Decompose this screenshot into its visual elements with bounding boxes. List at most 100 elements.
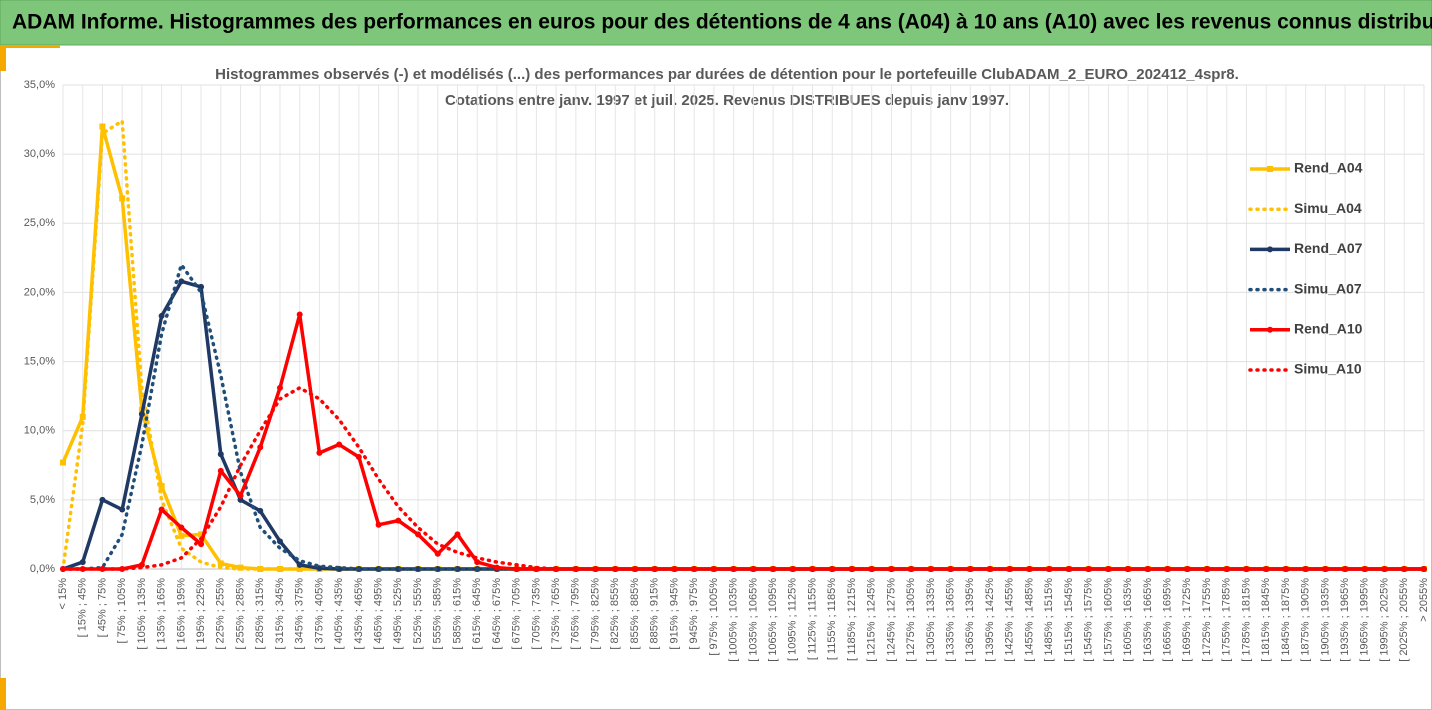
marker bbox=[296, 561, 303, 568]
y-tick-label: 10,0% bbox=[24, 425, 55, 437]
marker bbox=[217, 451, 224, 458]
marker bbox=[296, 566, 303, 572]
x-tick-label: [ 1845% ; 1875% bbox=[1280, 578, 1292, 662]
legend-label: Rend_A10 bbox=[1294, 321, 1363, 337]
x-tick-label: [ 1485% ; 1515% bbox=[1043, 578, 1055, 662]
x-tick-label: [ 705% ; 735% bbox=[530, 578, 542, 650]
marker bbox=[178, 278, 185, 285]
chart-title: Histogrammes observés (-) et modélisés (… bbox=[215, 66, 1239, 83]
x-tick-label: [ 1515% ; 1545% bbox=[1063, 578, 1075, 662]
x-tick-label: [ 915% ; 945% bbox=[668, 578, 680, 650]
marker bbox=[99, 123, 106, 130]
x-tick-label: [ 1395% ; 1425% bbox=[984, 578, 996, 662]
x-tick-label: [ 315% ; 345% bbox=[274, 578, 286, 650]
x-tick-label: [ 1725% ; 1755% bbox=[1201, 578, 1213, 662]
marker bbox=[158, 483, 165, 490]
marker bbox=[276, 538, 283, 545]
x-tick-label: [ 885% ; 915% bbox=[649, 578, 661, 650]
x-tick-label: [ 1245% ; 1275% bbox=[885, 578, 897, 662]
x-tick-label: [ 165% ; 195% bbox=[175, 578, 187, 650]
marker bbox=[158, 312, 165, 319]
x-tick-label: [ 1035% ; 1065% bbox=[747, 578, 759, 662]
x-tick-label: [ 75% ; 105% bbox=[116, 578, 128, 644]
x-tick-label: [ 1935% ; 1965% bbox=[1339, 578, 1351, 662]
x-tick-label: < 15% bbox=[57, 578, 69, 610]
marker bbox=[99, 566, 106, 572]
marker bbox=[888, 566, 895, 572]
series-line bbox=[61, 386, 1426, 571]
marker bbox=[415, 531, 422, 538]
x-tick-label: [ 495% ; 525% bbox=[392, 578, 404, 650]
marker bbox=[178, 524, 185, 531]
x-tick-label: [ 1695% ; 1725% bbox=[1181, 578, 1193, 662]
x-tick-label: [ 1995% ; 2025% bbox=[1378, 578, 1390, 662]
marker bbox=[1223, 566, 1230, 572]
marker bbox=[474, 559, 481, 566]
marker bbox=[178, 532, 185, 539]
x-tick-label: [ 855% ; 885% bbox=[629, 578, 641, 650]
marker bbox=[434, 550, 441, 557]
x-tick-label: [ 675% ; 705% bbox=[511, 578, 523, 650]
x-tick-label: [ 285% ; 315% bbox=[254, 578, 266, 650]
x-tick-label: [ 1215% ; 1245% bbox=[866, 578, 878, 662]
y-tick-label: 30,0% bbox=[24, 148, 55, 160]
x-tick-label: [ 1635% ; 1665% bbox=[1142, 578, 1154, 662]
marker bbox=[375, 521, 382, 528]
marker bbox=[217, 467, 224, 474]
legend-marker bbox=[1267, 326, 1273, 333]
marker bbox=[99, 496, 106, 503]
x-tick-label: [ 465% ; 495% bbox=[373, 578, 385, 650]
marker bbox=[217, 560, 224, 567]
x-tick-label: [ 1875% ; 1905% bbox=[1300, 578, 1312, 662]
marker bbox=[1105, 566, 1112, 572]
x-tick-label: [ 1545% ; 1575% bbox=[1083, 578, 1095, 662]
marker bbox=[1006, 566, 1013, 572]
x-tick-label: [ 645% ; 675% bbox=[491, 578, 503, 650]
x-tick-label: [ 1095% ; 1125% bbox=[787, 578, 799, 661]
marker bbox=[355, 453, 362, 460]
marker bbox=[493, 564, 500, 571]
legend-marker bbox=[1267, 246, 1273, 253]
legend-label: Simu_A07 bbox=[1294, 280, 1362, 296]
marker bbox=[454, 531, 461, 538]
x-tick-label: [ 1905% ; 1935% bbox=[1319, 578, 1331, 662]
x-tick-label: [ 1335% ; 1365% bbox=[945, 578, 957, 662]
y-tick-label: 15,0% bbox=[24, 355, 55, 367]
x-tick-label: [ 45% ; 75% bbox=[96, 578, 108, 638]
x-tick-label: [ 345% ; 375% bbox=[294, 578, 306, 650]
marker bbox=[572, 566, 579, 572]
marker bbox=[79, 559, 86, 566]
marker bbox=[1322, 566, 1329, 572]
legend-label: Simu_A04 bbox=[1294, 200, 1362, 216]
header-title: ADAM Informe. Histogrammes des performan… bbox=[12, 11, 1432, 34]
y-tick-label: 35,0% bbox=[24, 79, 55, 91]
x-tick-label: [ 975% ; 1005% bbox=[708, 578, 720, 656]
x-tick-label: [ 195% ; 225% bbox=[195, 578, 207, 650]
marker bbox=[237, 496, 244, 503]
x-tick-label: [ 1185% ; 1215% bbox=[846, 578, 858, 661]
x-tick-label: [ 945% ; 975% bbox=[688, 578, 700, 650]
x-tick-label: [ 585% ; 615% bbox=[451, 578, 463, 650]
marker bbox=[336, 441, 343, 448]
marker bbox=[1421, 566, 1427, 572]
marker bbox=[237, 492, 244, 499]
x-tick-label: [ 1665% ; 1695% bbox=[1161, 578, 1173, 662]
y-tick-label: 25,0% bbox=[24, 217, 55, 229]
x-tick-label: [ 1425% ; 1455% bbox=[1004, 578, 1016, 662]
marker bbox=[296, 311, 303, 318]
y-tick-label: 20,0% bbox=[24, 286, 55, 298]
marker bbox=[198, 541, 205, 548]
x-tick-label: [ 1065% ; 1095% bbox=[767, 578, 779, 662]
marker bbox=[198, 531, 205, 538]
x-tick-label: [ 1965% ; 1995% bbox=[1359, 578, 1371, 662]
x-tick-label: [ 1605% ; 1635% bbox=[1122, 578, 1134, 662]
legend-label: Simu_A10 bbox=[1294, 361, 1362, 377]
x-tick-label: [ 735% ; 765% bbox=[550, 578, 562, 650]
x-tick-label: [ 525% ; 555% bbox=[412, 578, 424, 650]
marker bbox=[119, 195, 126, 202]
x-tick-label: [ 2025% ; 2055% bbox=[1398, 578, 1410, 662]
x-tick-label: [ 795% ; 825% bbox=[589, 578, 601, 650]
